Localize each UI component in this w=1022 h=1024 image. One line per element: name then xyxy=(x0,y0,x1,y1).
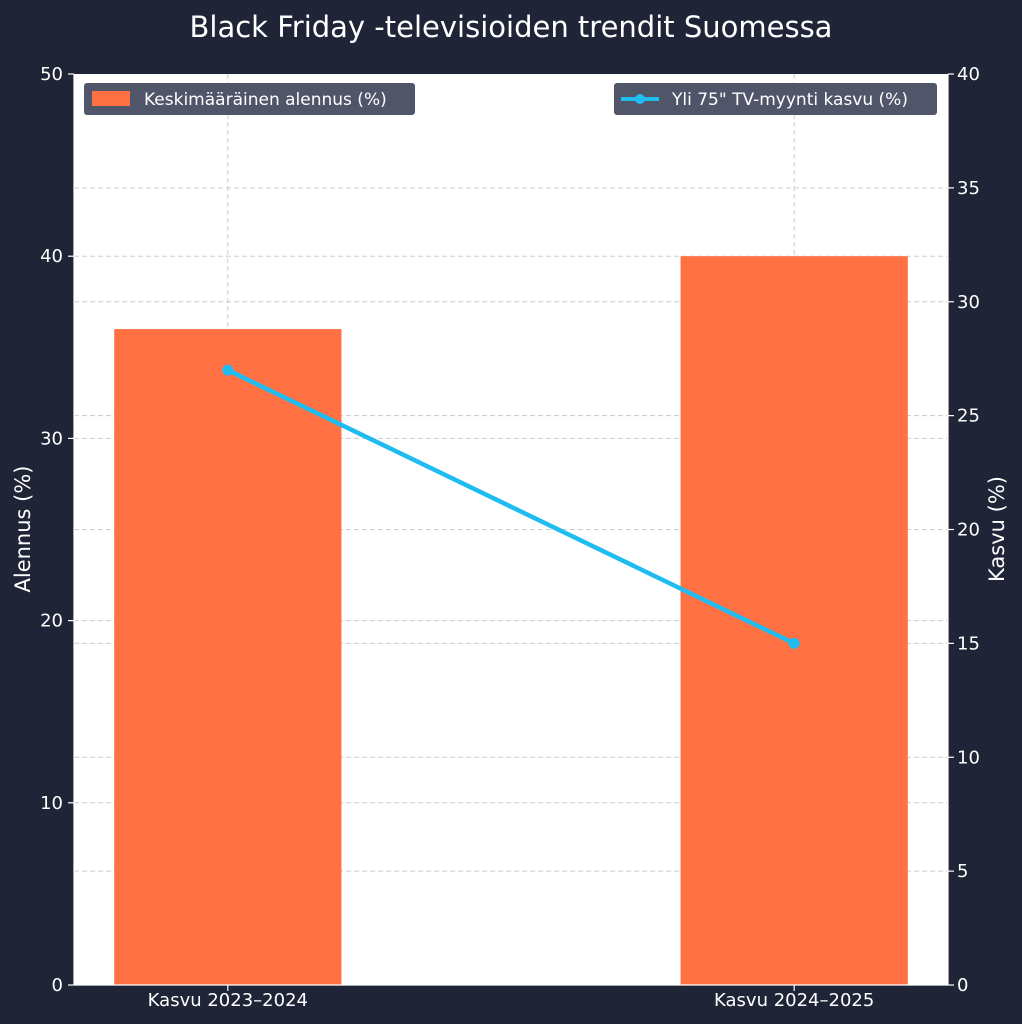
legend-line: Yli 75" TV-myynti kasvu (%) xyxy=(614,83,937,115)
line-series xyxy=(222,364,800,649)
bar-0 xyxy=(114,329,342,986)
line-point-1 xyxy=(788,637,800,649)
y-tick-label-right-4: 20 xyxy=(957,520,980,541)
y-tick-label-right-7: 35 xyxy=(957,178,980,199)
y-tick-label-right-5: 25 xyxy=(957,406,980,427)
y-tick-label-right-2: 10 xyxy=(957,747,980,768)
legend-line-label: Yli 75" TV-myynti kasvu (%) xyxy=(671,90,908,110)
legend-bar-swatch xyxy=(92,91,130,106)
y-tick-label-right-8: 40 xyxy=(957,64,980,85)
y-tick-label-left-3: 30 xyxy=(40,428,63,449)
chart-title: Black Friday -televisioiden trendit Suom… xyxy=(190,10,833,44)
y-axis-label-right: Kasvu (%) xyxy=(985,476,1009,582)
legend-bar: Keskimääräinen alennus (%) xyxy=(84,83,415,115)
legend-bar-box xyxy=(84,83,415,115)
legend-bar-label: Keskimääräinen alennus (%) xyxy=(144,90,387,110)
bars xyxy=(114,256,908,986)
axis-ticks: 0 10 20 30 40 50 0 5 10 15 20 25 30 35 40 Kasvu 2023–20… xyxy=(40,64,980,1011)
y-tick-label-left-2: 20 xyxy=(40,611,63,632)
line-series-path xyxy=(225,367,797,646)
legend-line-marker xyxy=(635,94,645,104)
y-tick-label-right-6: 30 xyxy=(957,292,980,313)
y-tick-label-left-0: 0 xyxy=(52,975,63,996)
y-tick-label-right-1: 5 xyxy=(957,861,968,882)
x-tick-label-1: Kasvu 2024–2025 xyxy=(714,990,874,1011)
x-tick-label-0: Kasvu 2023–2024 xyxy=(148,990,308,1011)
y-tick-label-left-1: 10 xyxy=(40,793,63,814)
legend-line-box xyxy=(614,83,937,115)
y-tick-label-right-0: 0 xyxy=(957,975,968,996)
y-axis-label-left: Alennus (%) xyxy=(11,465,35,592)
y-tick-label-right-3: 15 xyxy=(957,633,980,654)
y-tick-label-left-4: 40 xyxy=(40,246,63,267)
bar-1 xyxy=(680,256,908,985)
line-point-0 xyxy=(222,364,234,376)
y-tick-label-left-5: 50 xyxy=(40,64,63,85)
